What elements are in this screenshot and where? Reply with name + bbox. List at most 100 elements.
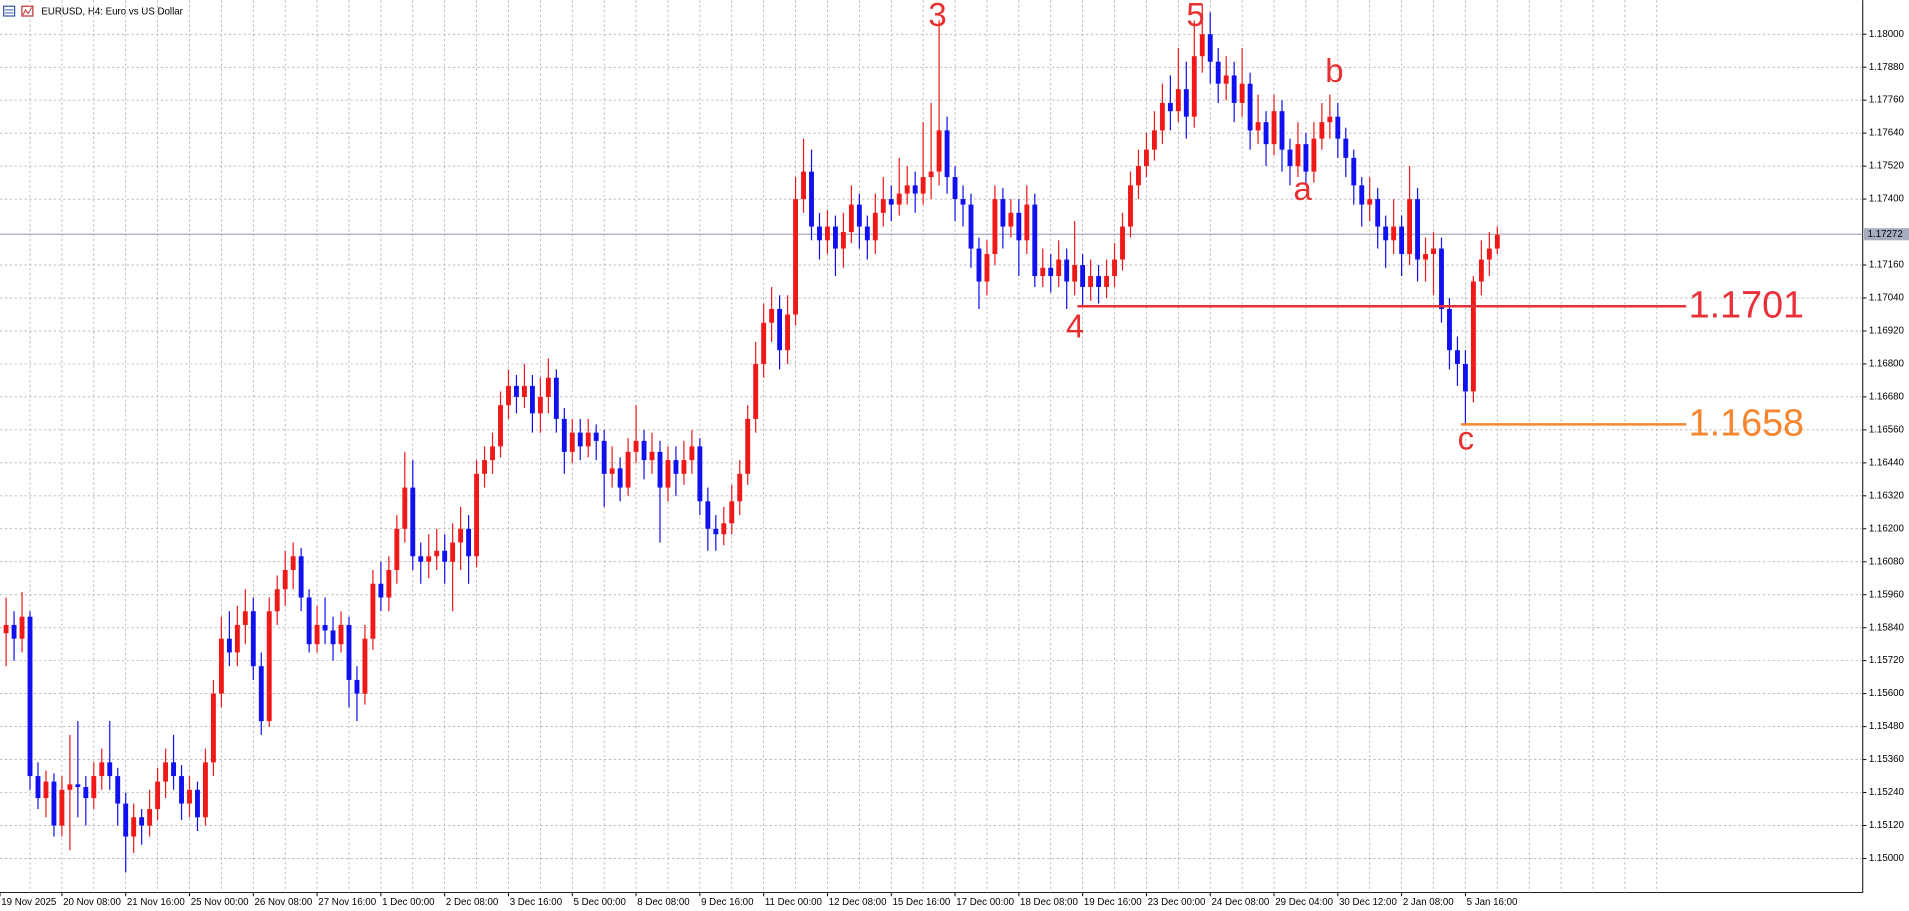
candle-body [625, 451, 631, 488]
candle-body [1255, 122, 1261, 131]
current-price-box [1863, 228, 1909, 241]
candle-body [11, 624, 17, 639]
candle-body [1024, 204, 1030, 241]
candle-body [1407, 199, 1413, 255]
y-tick-label: 1.15600 [1869, 688, 1905, 699]
x-tick-label: 19 Nov 2025 [1, 897, 56, 908]
candle-body [1439, 248, 1444, 309]
candle-body [466, 528, 472, 557]
candle-body [410, 487, 416, 557]
x-tick-label: 5 Jan 16:00 [1467, 897, 1518, 908]
candle-body [234, 624, 240, 653]
x-tick-label: 8 Dec 08:00 [637, 897, 690, 908]
candle-body [498, 405, 503, 447]
y-tick-label: 1.15240 [1869, 787, 1905, 798]
candle-body [434, 550, 440, 557]
y-tick-label: 1.16440 [1869, 457, 1905, 468]
candle-body [490, 446, 495, 461]
x-tick-label: 29 Dec 04:00 [1275, 897, 1333, 908]
candle-body [394, 528, 400, 571]
candle-body [641, 440, 647, 461]
y-tick-label: 1.17640 [1869, 128, 1905, 139]
candle-body [1359, 185, 1365, 205]
candle-body [689, 446, 695, 461]
candle-body [139, 817, 145, 826]
y-tick-label: 1.17400 [1869, 194, 1905, 205]
candle-body [242, 611, 248, 625]
y-tick-label: 1.16560 [1869, 424, 1905, 435]
candle-body [1032, 204, 1038, 277]
candle-body [1335, 116, 1341, 139]
candle-body [872, 212, 878, 241]
chart-title: EURUSD, H4: Euro vs US Dollar [41, 6, 183, 17]
candle-body [370, 583, 376, 639]
candle-body [19, 616, 25, 639]
candle-body [665, 460, 671, 488]
candle-body [705, 501, 711, 529]
candle-body [107, 762, 113, 777]
y-tick-label: 1.15000 [1869, 853, 1905, 864]
x-tick-label: 15 Dec 16:00 [892, 897, 950, 908]
candle-body [928, 171, 934, 178]
current-price-label: 1.17272 [1868, 229, 1903, 240]
candle-body [1279, 111, 1285, 150]
candle-body [537, 396, 543, 414]
candle-body [314, 624, 320, 645]
candle-body [27, 616, 33, 777]
candle-body [1423, 254, 1428, 260]
candle-body [745, 418, 751, 474]
candle-body [258, 666, 264, 722]
candle-body [1183, 89, 1189, 117]
candle-body [1056, 259, 1062, 277]
candle-body [545, 377, 551, 397]
y-tick-label: 1.15360 [1869, 754, 1905, 765]
candle-body [561, 418, 567, 452]
candle-body [952, 177, 958, 200]
y-tick-label: 1.15720 [1869, 655, 1905, 666]
candle-body [51, 781, 57, 826]
candle-body [825, 226, 830, 241]
candle-body [1104, 276, 1109, 288]
candle-body [936, 130, 942, 172]
y-tick-label: 1.15480 [1869, 721, 1905, 732]
candle-body [1391, 226, 1397, 241]
candle-body [1072, 265, 1078, 282]
icon [21, 5, 34, 17]
candle-body [147, 809, 153, 826]
candle-body [793, 199, 798, 315]
candle-body [817, 226, 822, 241]
y-tick-label: 1.16080 [1869, 556, 1905, 567]
candle-body [386, 570, 392, 598]
candle-body [1207, 34, 1213, 62]
candle-body [721, 523, 727, 535]
candle-body [984, 254, 990, 282]
candle-body [896, 193, 902, 205]
candle-body [83, 787, 89, 799]
candle-body [195, 789, 200, 818]
x-tick-label: 24 Dec 08:00 [1211, 897, 1269, 908]
candle-body [203, 762, 208, 818]
level-label: 1.1701 [1689, 283, 1804, 325]
candle-body [1167, 102, 1173, 112]
x-tick-label: 23 Dec 00:00 [1148, 897, 1206, 908]
candle-body [673, 460, 679, 474]
y-tick-label: 1.17760 [1869, 95, 1905, 106]
candle-body [1375, 199, 1381, 227]
candle-body [1303, 144, 1309, 172]
candle-body [968, 204, 974, 249]
wave-label: b [1325, 52, 1343, 89]
candle-body [450, 542, 456, 562]
candle-body [458, 528, 464, 543]
candle-body [226, 638, 232, 653]
y-tick-label: 1.15120 [1869, 820, 1905, 831]
candle-body [59, 789, 65, 826]
candle-body [1462, 363, 1468, 392]
candle-body [75, 784, 81, 788]
candle-body [761, 322, 767, 364]
candle-body [1494, 234, 1500, 249]
x-tick-label: 26 Nov 08:00 [255, 897, 313, 908]
candle-body [179, 776, 184, 804]
y-tick-label: 1.17160 [1869, 260, 1905, 271]
